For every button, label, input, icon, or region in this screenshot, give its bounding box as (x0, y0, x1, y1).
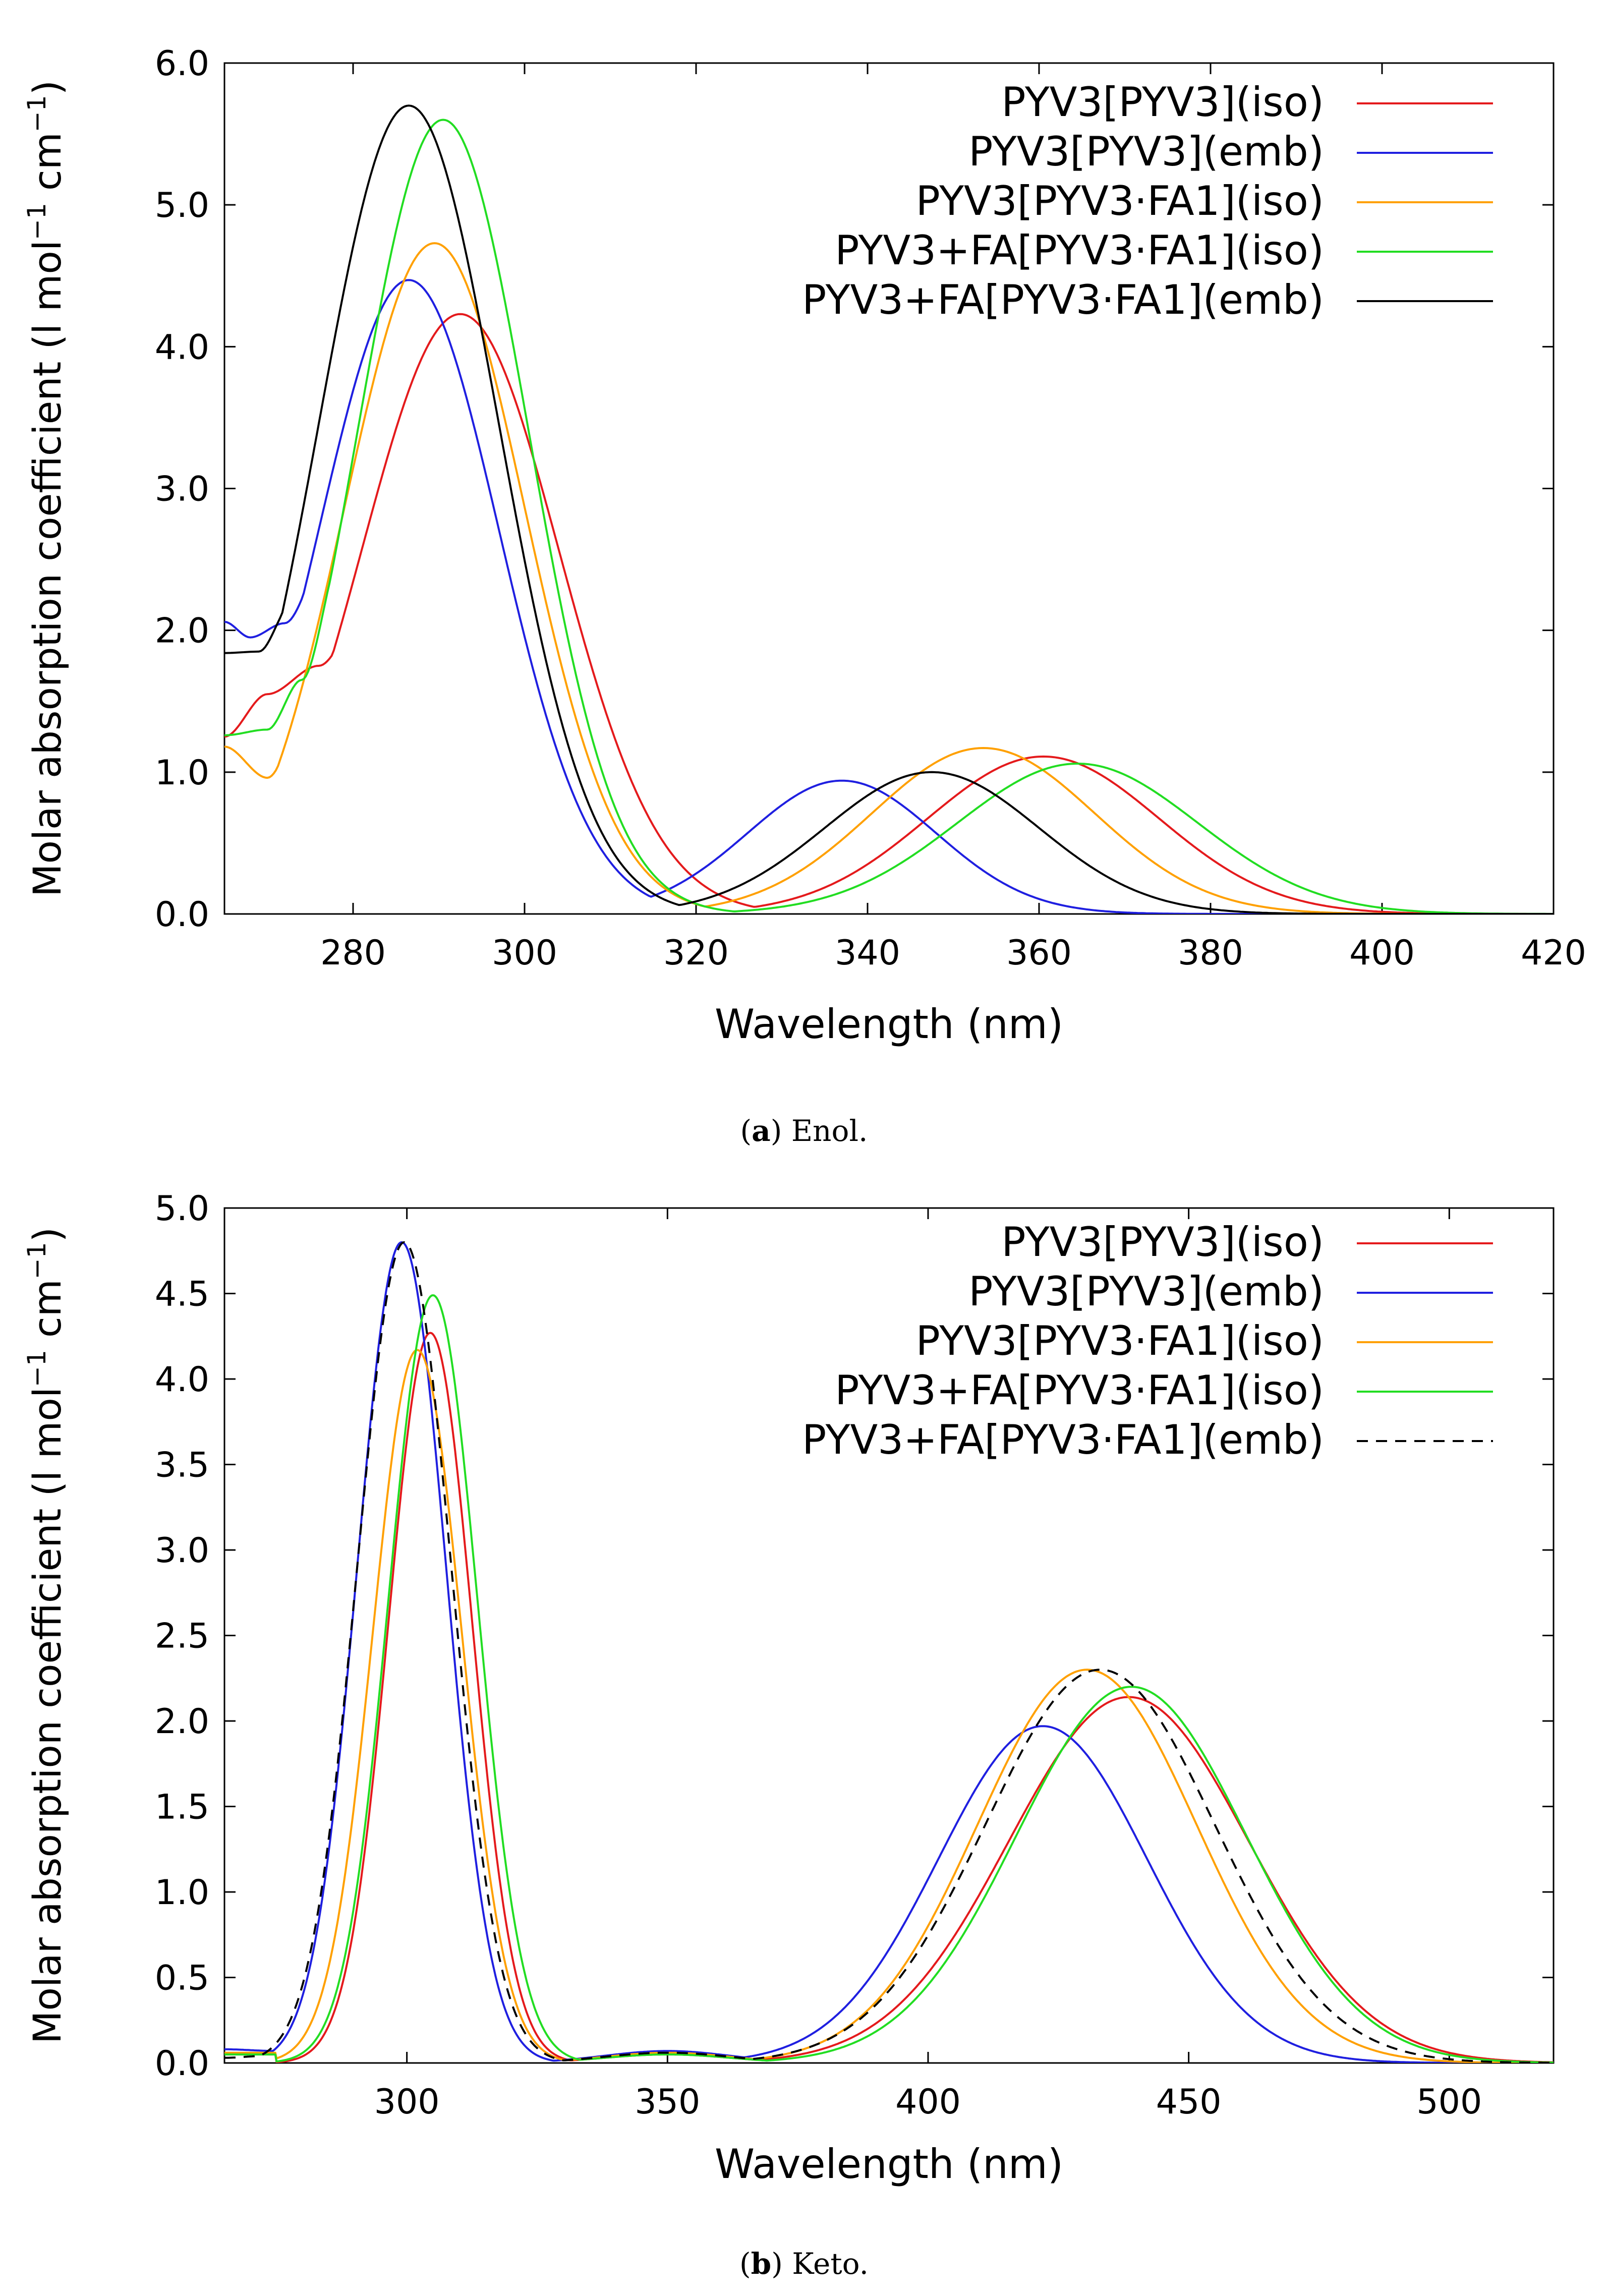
legend-b: PYV3[PYV3](iso)PYV3[PYV3](emb)PYV3[PYV3·… (802, 1219, 1493, 1463)
legend-label: PYV3+FA[PYV3·FA1](emb) (802, 1416, 1324, 1463)
series-line-5 (224, 1241, 1554, 2063)
x-tick-label: 400 (895, 2082, 961, 2122)
y-axis-label: Molar absorption coefficient (l mol−1 cm… (22, 80, 70, 897)
chart-keto: (b) Keto. 0.0 0.5 1.0 1.5 2.0 2.5 3.0 3.5 4.0 4.5… (22, 1189, 1555, 2281)
y-tick-label: 1.0 (155, 753, 209, 793)
x-tick-label: 300 (374, 2082, 440, 2122)
y-tick-label: 2.5 (155, 1617, 209, 1656)
caption-keto: (b) Keto. (739, 2247, 869, 2281)
x-tick-label: 380 (1178, 933, 1243, 973)
x-tick-label: 420 (1521, 933, 1586, 973)
x-axis-label: Wavelength (nm) (715, 2141, 1063, 2188)
x-tick-label: 300 (492, 933, 557, 973)
series-line-4 (224, 1294, 1554, 2063)
y-tick-label: 5.0 (155, 186, 209, 225)
legend-a: PYV3[PYV3](iso)PYV3[PYV3](emb)PYV3[PYV3·… (802, 79, 1493, 323)
y-tick-label: 0.5 (155, 1959, 209, 1998)
y-tick-label: 0.0 (155, 895, 209, 935)
y-tick-label: 4.0 (155, 1360, 209, 1400)
series-line-4 (224, 119, 1554, 914)
y-tick-label: 3.5 (155, 1446, 209, 1485)
y-axis-label: Molar absorption coefficient (l mol−1 cm… (22, 1227, 70, 2044)
series-line-3 (224, 242, 1554, 914)
series-line-2 (224, 279, 1554, 914)
chart-enol: (a) Enol. 0.0 1.0 2.0 3.0 4.0 5.0 6.0 280 300 320… (22, 44, 1586, 1148)
series-line-1 (224, 1332, 1554, 2063)
legend-label: PYV3+FA[PYV3·FA1](emb) (802, 276, 1324, 323)
legend-label: PYV3[PYV3·FA1](iso) (916, 178, 1324, 224)
x-tick-label: 450 (1156, 2082, 1222, 2122)
y-tick-label: 4.5 (155, 1275, 209, 1314)
series-line-5 (224, 104, 1554, 914)
y-tick-label: 5.0 (155, 1189, 209, 1229)
x-axis-label: Wavelength (nm) (715, 1001, 1063, 1048)
series-line-2 (224, 1241, 1554, 2063)
y-tick-label: 1.5 (155, 1788, 209, 1827)
legend-label: PYV3+FA[PYV3·FA1](iso) (835, 1367, 1324, 1414)
x-tick-label: 320 (663, 933, 729, 973)
legend-label: PYV3[PYV3·FA1](iso) (916, 1317, 1324, 1364)
caption-b-text: (b) Keto. (739, 2247, 869, 2281)
y-tick-label: 6.0 (155, 44, 209, 84)
y-tick-label: 3.0 (155, 470, 209, 509)
legend-label: PYV3[PYV3](iso) (1001, 79, 1324, 126)
y-tick-label: 3.0 (155, 1531, 209, 1571)
x-tick-label: 500 (1416, 2082, 1482, 2122)
x-tick-label: 280 (320, 933, 386, 973)
legend-label: PYV3[PYV3](emb) (968, 1268, 1324, 1315)
series-line-1 (224, 313, 1554, 914)
caption-enol: (a) Enol. (740, 1114, 868, 1148)
y-tick-label: 4.0 (155, 327, 209, 367)
series-line-3 (224, 1349, 1554, 2063)
caption-a-text: (a) Enol. (740, 1114, 868, 1148)
y-tick-label: 0.0 (155, 2044, 209, 2084)
x-tick-label: 350 (635, 2082, 700, 2122)
x-tick-label: 400 (1349, 933, 1415, 973)
y-tick-label: 1.0 (155, 1873, 209, 1913)
y-tick-label: 2.0 (155, 1702, 209, 1742)
y-tick-label: 2.0 (155, 611, 209, 651)
legend-label: PYV3[PYV3](iso) (1001, 1219, 1324, 1266)
legend-label: PYV3+FA[PYV3·FA1](iso) (835, 227, 1324, 274)
x-tick-label: 340 (835, 933, 900, 973)
legend-label: PYV3[PYV3](emb) (968, 128, 1324, 175)
x-tick-label: 360 (1006, 933, 1072, 973)
